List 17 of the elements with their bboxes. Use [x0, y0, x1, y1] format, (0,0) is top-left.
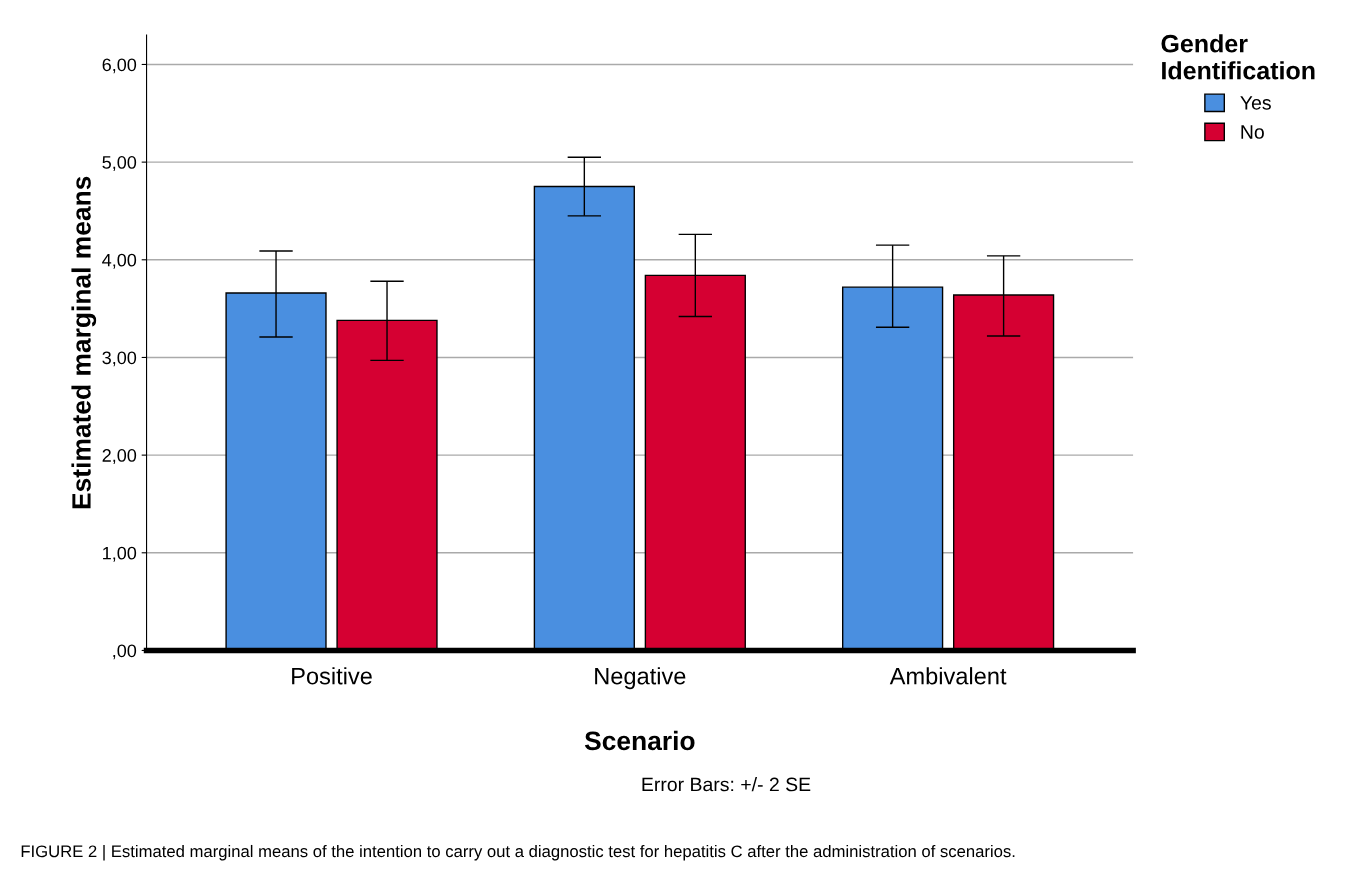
y-tick-label: 3,00 [102, 351, 137, 367]
caption: FIGURE 2 | Estimated marginal means of the intention to carry out a diagnostic test for hepatitis C after the administration of scenarios. [21, 844, 1015, 861]
legend-label: Yes [1240, 96, 1271, 110]
y-tick-label: 6,00 [102, 58, 137, 74]
x-axis-title: Scenario [584, 730, 695, 751]
y-tick-label: 4,00 [102, 253, 137, 269]
text: Error Bars: +/- 2 SE [642, 777, 811, 792]
x-tick-label: Positive [292, 667, 372, 685]
legend-title: Gender Identification [1161, 34, 1315, 80]
y-tick-label: 1,00 [103, 546, 137, 562]
x-tick-label: Negative [595, 667, 686, 690]
y-tick-label: 5,00 [102, 156, 137, 171]
y-axis-title: Estimated marginal means [71, 176, 97, 509]
y-tick-label: ,00 [113, 644, 137, 660]
x-tick-label: Ambivalent [889, 667, 1007, 685]
legend-label: No [1241, 125, 1264, 139]
y-tick-label: 2,00 [102, 449, 137, 464]
